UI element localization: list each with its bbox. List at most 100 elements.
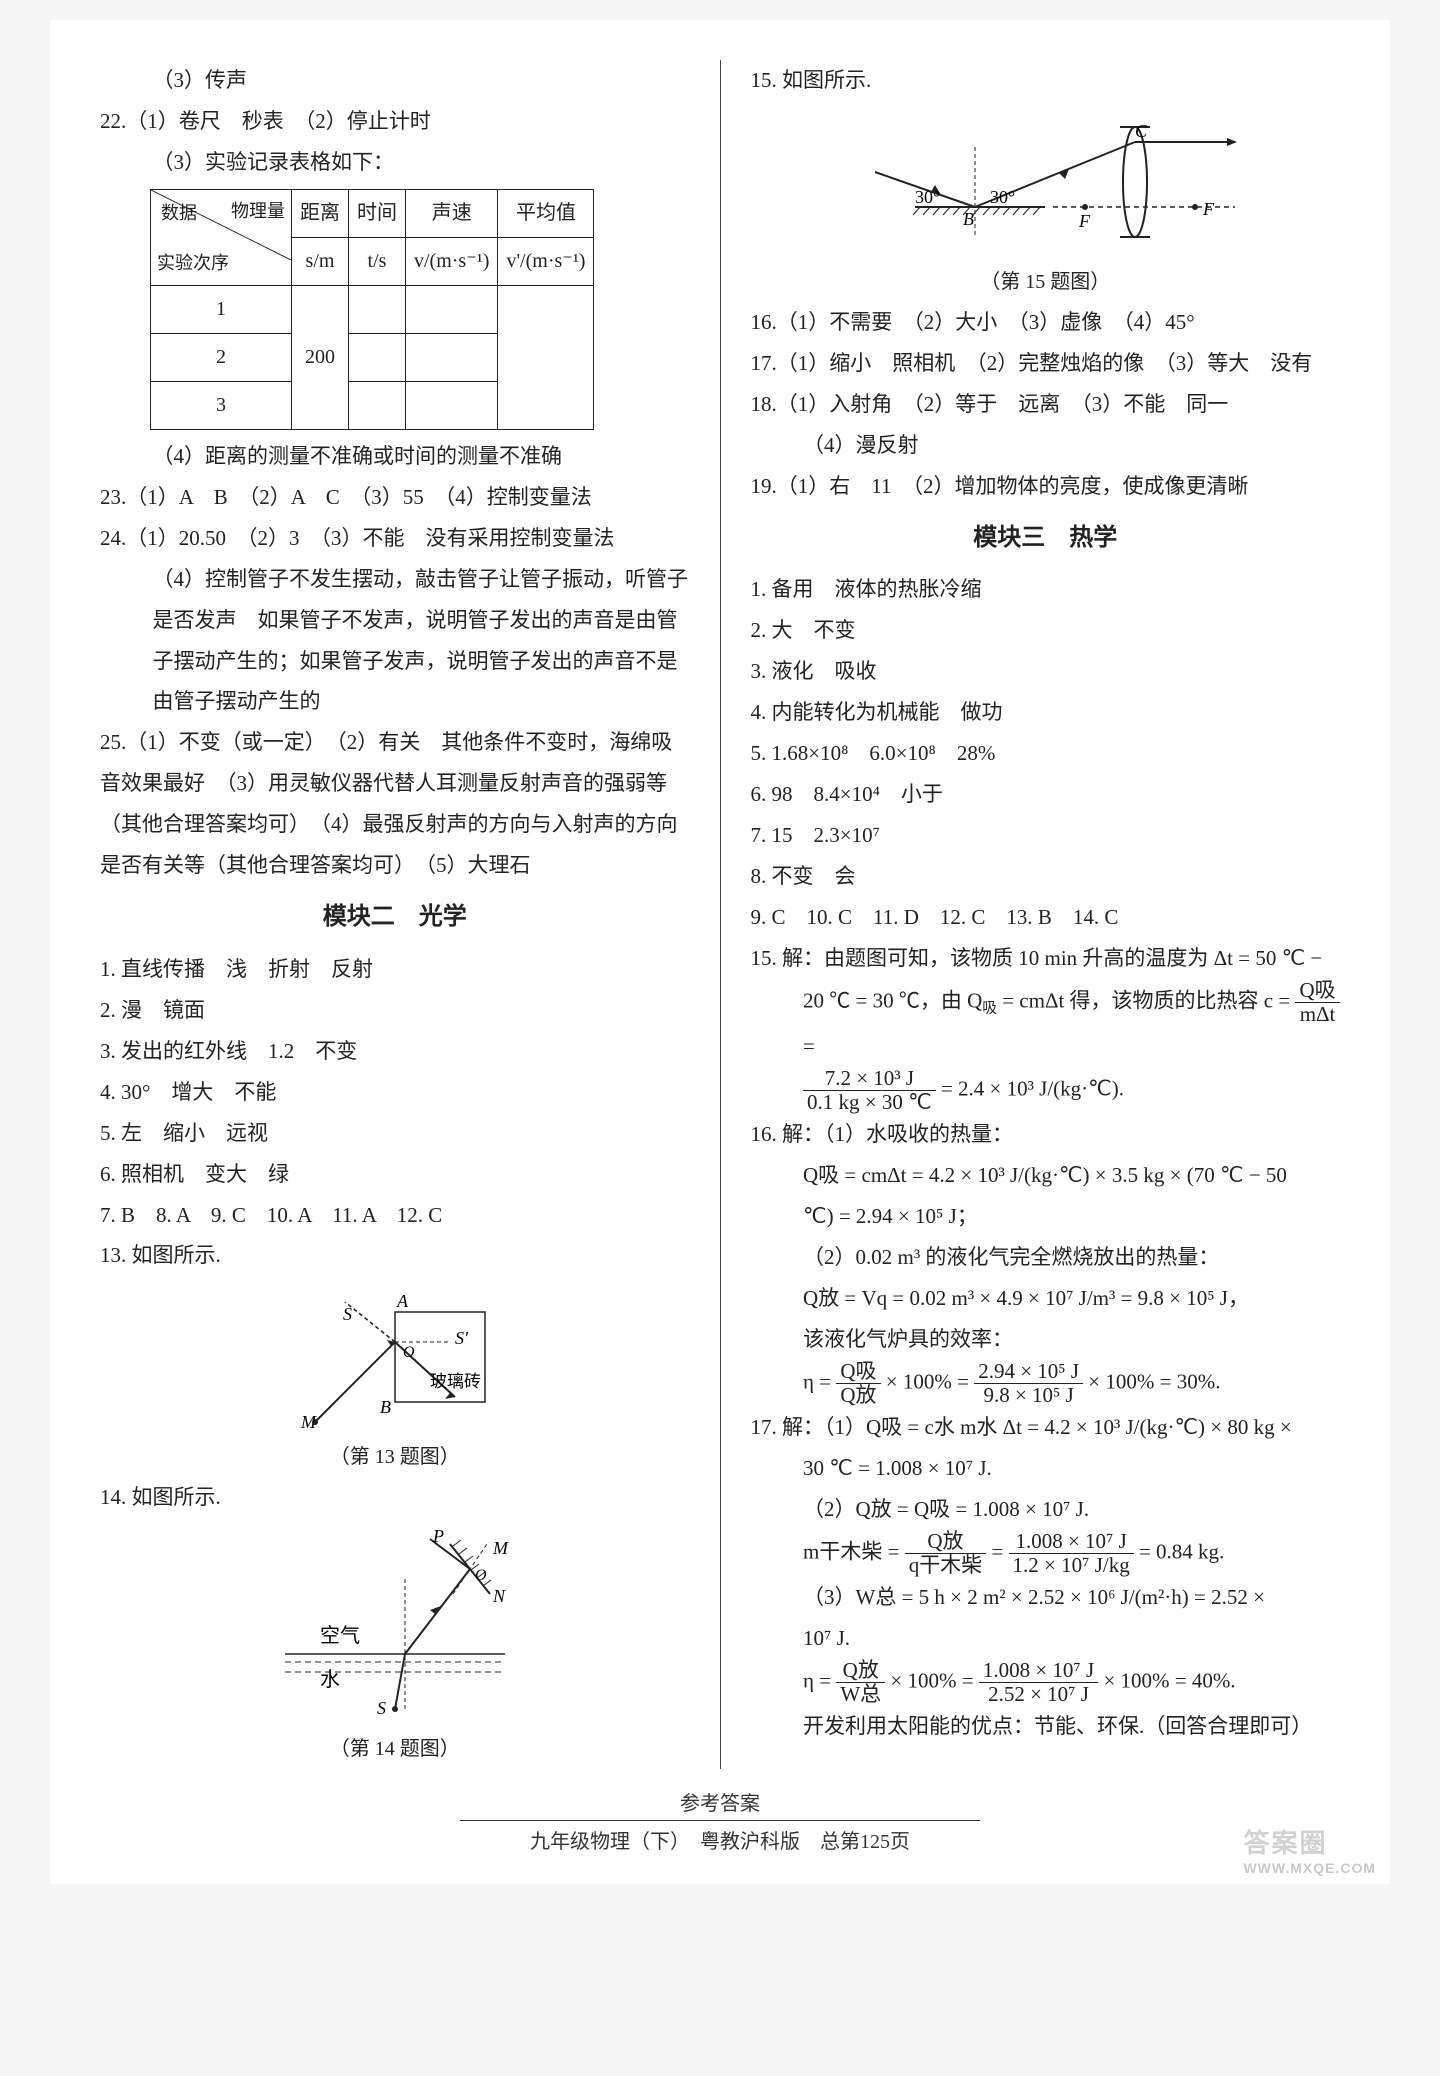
air-label: 空气 [320, 1624, 360, 1647]
diag-top: 物理量 [231, 194, 285, 229]
left-column: （3）传声 22.（1）卷尺 秒表 （2）停止计时 （3）实验记录表格如下： 数… [100, 60, 690, 1769]
svg-text:S: S [343, 1304, 352, 1324]
answer-line: m干木柴 = Q放q干木柴 = 1.008 × 10⁷ J1.2 × 10⁷ J… [751, 1530, 1341, 1577]
fraction: Q放W总 [836, 1659, 885, 1706]
den: 9.8 × 10⁵ J [974, 1384, 1083, 1407]
txt: × 100% = 40%. [1103, 1668, 1235, 1692]
txt: = 0.84 kg. [1139, 1539, 1224, 1563]
txt: × 100% = 30%. [1088, 1369, 1220, 1393]
txt: 20 ℃ = 30 ℃，由 Q [803, 988, 982, 1012]
th-unit: s/m [292, 237, 349, 285]
answer-line: 23.（1）A B （2）A C （3）55 （4）控制变量法 [100, 477, 690, 518]
svg-text:P: P [432, 1526, 444, 1546]
answer-line: 15. 如图所示. [751, 60, 1341, 101]
cell [406, 285, 498, 333]
answer-line: 3. 发出的红外线 1.2 不变 [100, 1031, 690, 1072]
answer-line: η = Q吸Q放 × 100% = 2.94 × 10⁵ J9.8 × 10⁵ … [751, 1360, 1341, 1407]
fraction: 7.2 × 10³ J0.1 kg × 30 ℃ [803, 1067, 936, 1114]
txt: × 100% = [890, 1668, 978, 1692]
den: 1.2 × 10⁷ J/kg [1009, 1554, 1134, 1577]
figure-14: S P M O N 空气 [100, 1524, 690, 1724]
th: 平均值 [498, 189, 594, 237]
fraction: Q吸Q放 [836, 1360, 880, 1407]
txt: = cmΔt 得，该物质的比热容 c = [997, 988, 1296, 1012]
answer-line: 1. 直线传播 浅 折射 反射 [100, 949, 690, 990]
den: 0.1 kg × 30 ℃ [803, 1091, 936, 1114]
svg-text:玻璃砖: 玻璃砖 [430, 1372, 481, 1391]
answer-line: 开发利用太阳能的优点：节能、环保.（回答合理即可） [751, 1706, 1341, 1747]
distance-cell: 200 [292, 285, 349, 429]
watermark-big: 答案圈 [1243, 1828, 1327, 1858]
answer-line: （2）Q放 = Q吸 = 1.008 × 10⁷ J. [751, 1489, 1341, 1530]
answer-line: 15. 解：由题图可知，该物质 10 min 升高的温度为 Δt = 50 ℃ … [751, 938, 1341, 979]
svg-text:M: M [492, 1538, 509, 1558]
num: Q放 [905, 1530, 987, 1554]
two-column-layout: （3）传声 22.（1）卷尺 秒表 （2）停止计时 （3）实验记录表格如下： 数… [100, 60, 1340, 1769]
svg-text:S': S' [455, 1328, 469, 1348]
answer-line: 3. 液化 吸收 [751, 651, 1341, 692]
watermark: 答案圈 WWW.MXQE.COM [1243, 1823, 1376, 1876]
txt: η = [803, 1369, 836, 1393]
answer-line: 7.2 × 10³ J0.1 kg × 30 ℃ = 2.4 × 10³ J/(… [751, 1067, 1341, 1114]
footer-rule [460, 1820, 980, 1821]
diag-header: 数据 物理量 实验次序 [151, 189, 292, 285]
answer-line: （3）W总 = 5 h × 2 m² × 2.52 × 10⁶ J/(m²·h)… [751, 1577, 1341, 1618]
answer-line: 20 ℃ = 30 ℃，由 Q吸 = cmΔt 得，该物质的比热容 c = Q吸… [751, 979, 1341, 1067]
th-unit: v/(m·s⁻¹) [406, 237, 498, 285]
footer-line-b: 九年级物理（下） 粤教沪科版 总第125页 [100, 1825, 1340, 1854]
diag-mid: 数据 [161, 196, 197, 231]
right-column: 15. 如图所示. [751, 60, 1341, 1769]
water-label: 水 [320, 1668, 340, 1691]
txt: = [803, 1034, 815, 1058]
answer-line: 17.（1）缩小 照相机 （2）完整烛焰的像 （3）等大 没有 [751, 343, 1341, 384]
answer-line: 4. 30° 增大 不能 [100, 1072, 690, 1113]
answer-line: 6. 98 8.4×10⁴ 小于 [751, 774, 1341, 815]
svg-text:B: B [963, 209, 974, 229]
fraction: 2.94 × 10⁵ J9.8 × 10⁵ J [974, 1360, 1083, 1407]
answer-line: 2. 大 不变 [751, 610, 1341, 651]
num: Q放 [836, 1659, 885, 1683]
th-unit: v'/(m·s⁻¹) [498, 237, 594, 285]
answer-line: 7. 15 2.3×10⁷ [751, 815, 1341, 856]
answer-line: 该液化气炉具的效率： [751, 1319, 1341, 1360]
answer-line: Q吸 = cmΔt = 4.2 × 10³ J/(kg·℃) × 3.5 kg … [751, 1155, 1341, 1196]
answer-line: 18.（1）入射角 （2）等于 远离 （3）不能 同一 [751, 384, 1341, 425]
num: 7.2 × 10³ J [803, 1067, 936, 1091]
answer-line: （3）传声 [100, 60, 690, 101]
svg-text:B: B [380, 1397, 391, 1417]
answer-line: 7. B 8. A 9. C 10. A 11. A 12. C [100, 1195, 690, 1236]
cell [349, 381, 406, 429]
txt: m干木柴 = [803, 1539, 905, 1563]
num: Q吸 [1295, 979, 1339, 1003]
txt: = [991, 1539, 1008, 1563]
num: 2.94 × 10⁵ J [974, 1360, 1083, 1384]
glass-block-diagram: M S S' A B O 玻璃砖 [285, 1282, 505, 1432]
th: 声速 [406, 189, 498, 237]
page: （3）传声 22.（1）卷尺 秒表 （2）停止计时 （3）实验记录表格如下： 数… [50, 20, 1390, 1884]
answer-line: 5. 1.68×10⁸ 6.0×10⁸ 28% [751, 733, 1341, 774]
answer-line: 17. 解：（1）Q吸 = c水 m水 Δt = 4.2 × 10³ J/(kg… [751, 1407, 1341, 1448]
den: W总 [836, 1683, 885, 1706]
th: 时间 [349, 189, 406, 237]
den: mΔt [1295, 1003, 1339, 1026]
cell [349, 333, 406, 381]
figure-13: M S S' A B O 玻璃砖 [100, 1282, 690, 1432]
cell [349, 285, 406, 333]
answer-line: （2）0.02 m³ 的液化气完全燃烧放出的热量： [751, 1237, 1341, 1278]
answer-line: 10⁷ J. [751, 1618, 1341, 1659]
num: Q吸 [836, 1360, 880, 1384]
fraction: Q放q干木柴 [905, 1530, 987, 1577]
answer-line: 5. 左 缩小 远视 [100, 1113, 690, 1154]
fraction: Q吸mΔt [1295, 979, 1339, 1026]
answer-line: （4）漫反射 [751, 425, 1341, 466]
page-footer: 参考答案 九年级物理（下） 粤教沪科版 总第125页 [100, 1787, 1340, 1854]
th: 距离 [292, 189, 349, 237]
answer-line: 22.（1）卷尺 秒表 （2）停止计时 [100, 101, 690, 142]
answer-line: ℃) = 2.94 × 10⁵ J； [751, 1196, 1341, 1237]
answer-line: 16.（1）不需要 （2）大小 （3）虚像 （4）45° [751, 302, 1341, 343]
answer-line: （3）实验记录表格如下： [100, 142, 690, 183]
answer-line: 16. 解：（1）水吸收的热量： [751, 1114, 1341, 1155]
answer-line: 14. 如图所示. [100, 1477, 690, 1518]
answer-line: 13. 如图所示. [100, 1235, 690, 1276]
experiment-table: 数据 物理量 实验次序 距离 时间 声速 平均值 s/m t/s v/(m·s⁻… [150, 189, 594, 430]
